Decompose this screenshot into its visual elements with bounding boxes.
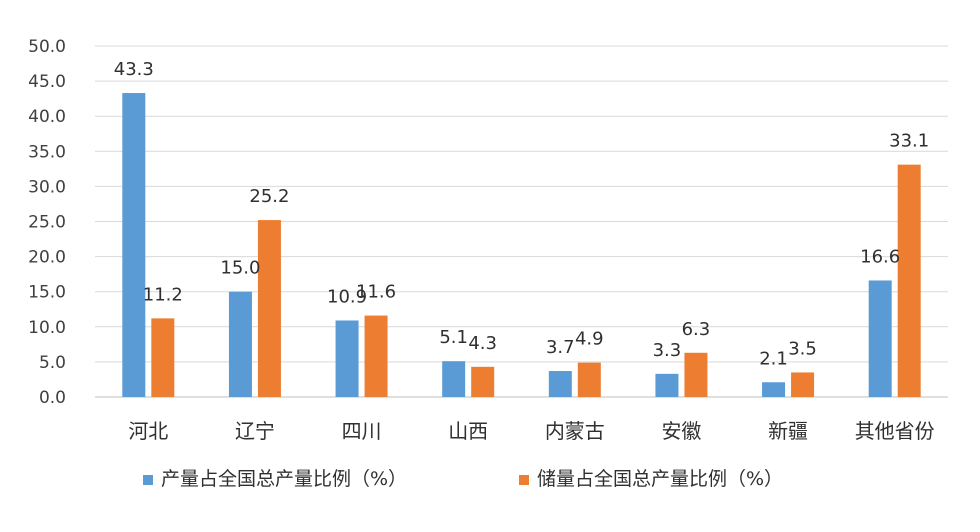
category-label: 辽宁	[235, 419, 275, 443]
data-labels: 43.3 11.2 15.0 25.2 10.911.6 5.1 4.3 3.7 4.9 3.36…	[114, 59, 929, 369]
data-label: 6.3	[682, 319, 711, 340]
data-label: 3.7	[546, 337, 575, 358]
data-label: 43.3	[114, 59, 154, 80]
production-bar	[762, 382, 786, 397]
legend-label: 储量占全国总产量比例（%）	[537, 468, 783, 490]
data-label: 15.0	[220, 258, 260, 279]
category-label: 其他省份	[855, 419, 935, 443]
data-label: 33.1	[889, 131, 929, 152]
data-label: 4.3	[468, 333, 497, 354]
data-label: 25.2	[249, 186, 289, 207]
grid-lines	[95, 45, 948, 398]
legend-label: 产量占全国总产量比例（%）	[161, 468, 407, 490]
data-label: 3.3	[653, 340, 682, 361]
reserve-bar	[151, 318, 175, 397]
data-label: 4.9	[575, 329, 604, 350]
data-label: 10.9	[327, 286, 367, 307]
production-bar	[655, 373, 679, 397]
x-axis-categories: 河北 辽宁 四川 山西 内蒙古 安徽 新疆 其他省份	[128, 419, 934, 443]
category-label: 安徽	[661, 419, 701, 443]
y-tick-label: 10.0	[28, 318, 66, 338]
y-tick-label: 15.0	[28, 283, 66, 303]
y-tick-label: 35.0	[28, 142, 66, 162]
category-label: 河北	[128, 419, 168, 443]
category-label: 山西	[448, 419, 488, 443]
data-label: 11.6	[356, 282, 396, 303]
legend-swatch	[519, 475, 529, 485]
reserve-bar	[897, 164, 921, 397]
y-tick-label: 0.0	[39, 388, 66, 408]
category-label: 新疆	[768, 419, 808, 443]
production-bar	[122, 93, 146, 397]
reserve-bar	[471, 366, 495, 397]
bars	[122, 93, 921, 397]
reserve-bar	[684, 352, 708, 397]
y-tick-label: 30.0	[28, 177, 66, 197]
reserve-bar	[257, 220, 281, 397]
y-axis-ticks: 0.0 5.0 10.0 15.0 20.0 25.0 30.0 35.0 40.0 45.0 50…	[28, 37, 66, 408]
data-label: 11.2	[143, 284, 183, 305]
production-bar	[548, 371, 572, 397]
data-label: 5.1	[439, 327, 468, 348]
production-bar	[868, 280, 892, 397]
production-bar	[335, 320, 359, 397]
data-label: 16.6	[860, 246, 900, 267]
y-tick-label: 25.0	[28, 213, 66, 233]
data-label: 2.1	[759, 348, 788, 369]
y-tick-label: 45.0	[28, 72, 66, 92]
category-label: 四川	[342, 419, 382, 443]
reserve-bar	[577, 362, 601, 397]
data-label: 3.5	[788, 338, 817, 359]
reserve-bar	[791, 372, 815, 397]
category-label: 内蒙古	[545, 419, 605, 443]
legend-swatch	[143, 475, 153, 485]
production-bar	[442, 361, 466, 397]
y-tick-label: 50.0	[28, 37, 66, 57]
production-bar	[228, 291, 252, 397]
y-tick-label: 20.0	[28, 248, 66, 268]
reserve-bar	[364, 315, 388, 397]
y-tick-label: 5.0	[39, 353, 66, 373]
legend: 产量占全国总产量比例（%） 储量占全国总产量比例（%）	[143, 468, 783, 490]
y-tick-label: 40.0	[28, 107, 66, 127]
